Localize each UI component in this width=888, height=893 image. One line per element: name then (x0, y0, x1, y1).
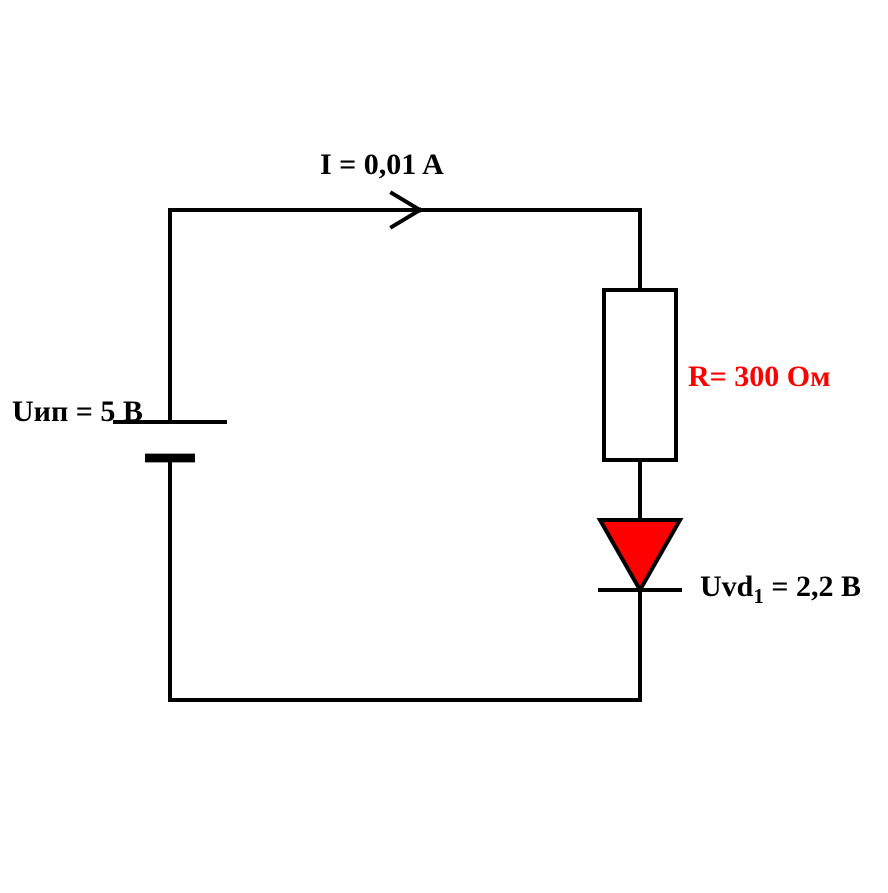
led-voltage-label: Uvd1 = 2,2 В (700, 570, 861, 609)
led-prefix: Uvd (700, 570, 753, 603)
current-label: I = 0,01 A (320, 148, 444, 182)
current-prefix: I = (320, 148, 364, 181)
led-suffix: = (764, 570, 796, 603)
led-sub: 1 (753, 584, 764, 608)
source-voltage-label: Uип = 5 В (12, 395, 143, 429)
resistor-value: 300 Ом (734, 360, 830, 393)
led-value: 2,2 В (796, 570, 861, 603)
current-value: 0,01 A (364, 148, 444, 181)
resistor-prefix: R= (688, 360, 734, 393)
circuit-canvas: Uип = 5 В I = 0,01 A R= 300 Ом Uvd1 = 2,… (0, 0, 888, 888)
source-value: 5 В (100, 395, 143, 428)
resistor-label: R= 300 Ом (688, 360, 831, 394)
source-prefix: Uип = (12, 395, 100, 428)
circuit-svg (0, 0, 888, 888)
